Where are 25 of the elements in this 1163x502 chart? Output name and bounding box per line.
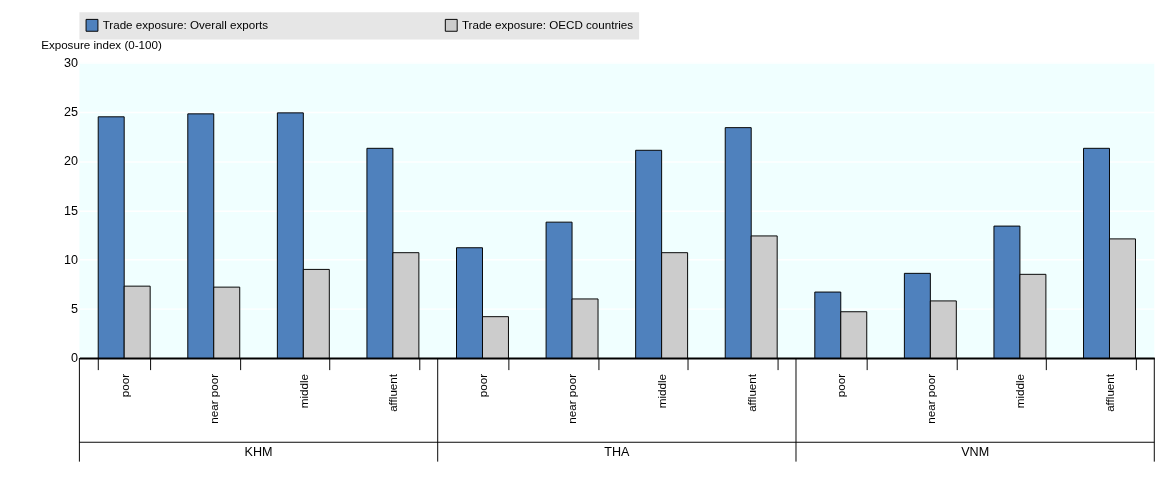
- x-tick-label: near poor: [207, 373, 221, 424]
- x-tick-label: poor: [475, 373, 489, 398]
- text: VNM: [961, 444, 990, 459]
- x-tick-label: poor: [834, 373, 848, 398]
- y-tick-label: 25: [63, 105, 78, 120]
- x-tick-label: affluent: [1102, 373, 1116, 412]
- text: KHM: [244, 444, 273, 459]
- x-tick-label: affluent: [744, 373, 758, 412]
- y-tick-label: 0: [70, 351, 78, 366]
- legend-label: Trade exposure: Overall exports: [102, 18, 269, 32]
- x-tick-label: middle: [296, 373, 310, 409]
- x-tick-label: near poor: [565, 373, 579, 424]
- x-tick-label: middle: [654, 373, 668, 409]
- x-tick-label: poor: [117, 373, 131, 398]
- x-tick-label: middle: [1013, 373, 1027, 409]
- y-axis-title: Exposure index (0-100): [41, 37, 162, 51]
- x-tick-label: affluent: [386, 373, 400, 412]
- y-tick-label: 5: [70, 302, 78, 317]
- y-tick-label: 10: [63, 252, 78, 267]
- y-tick-label: 15: [63, 203, 78, 218]
- text: THA: [604, 444, 631, 459]
- x-tick-label: near poor: [923, 373, 937, 424]
- legend-label: Trade exposure: OECD countries: [461, 18, 634, 32]
- y-tick-label: 20: [63, 154, 78, 169]
- y-tick-label: 30: [63, 56, 78, 71]
